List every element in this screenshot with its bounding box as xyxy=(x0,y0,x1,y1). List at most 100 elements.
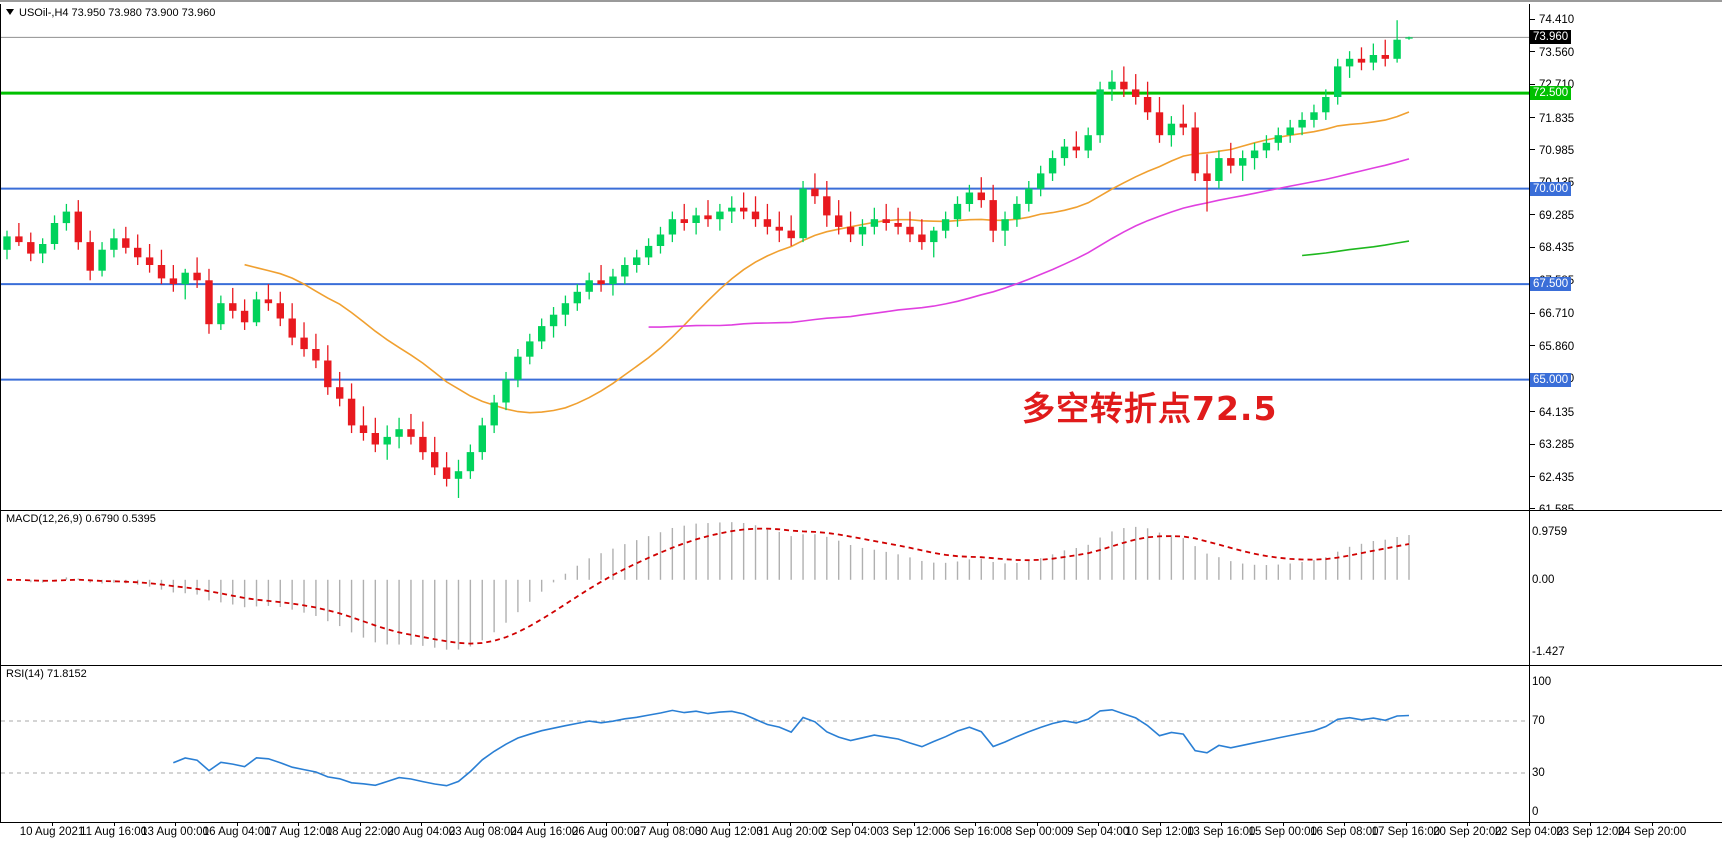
symbol-header[interactable]: USOil-,H4 73.950 73.980 73.900 73.960 xyxy=(6,7,215,20)
price-tick-value: 64.135 xyxy=(1539,406,1575,419)
macd-pane: 0.9759 0.00 -1.427 MACD(12,26,9) 0.6790 0.… xyxy=(0,511,1722,665)
candle-body xyxy=(787,230,795,239)
candle-body xyxy=(823,196,831,216)
candle-body xyxy=(217,303,225,325)
candle-body xyxy=(490,402,498,426)
candle-body xyxy=(300,337,308,350)
time-axis[interactable]: 10 Aug 2021 11 Aug 16:00 13 Aug 00:00 16 Au… xyxy=(0,823,1722,844)
time-tick-label: 16 Sep 08:00 xyxy=(1310,826,1379,838)
candle-body xyxy=(157,265,166,279)
candle-body xyxy=(763,219,772,227)
candle-body xyxy=(930,230,938,243)
time-tick-label: 2 Sep 04:00 xyxy=(820,826,884,838)
price-tick-value: 62.435 xyxy=(1539,471,1575,484)
time-tick-label: 27 Aug 08:00 xyxy=(633,826,702,838)
candle-body xyxy=(573,291,581,304)
ma-magenta-line xyxy=(648,158,1410,328)
candle-body xyxy=(1203,173,1211,181)
candle-body xyxy=(835,215,843,227)
macd-axis[interactable]: 0.9759 0.00 -1.427 xyxy=(1530,511,1722,665)
macd-label: MACD(12,26,9) 0.6790 0.5395 xyxy=(6,513,156,525)
candle-body xyxy=(1274,135,1282,143)
rsi-tick-label: 0 xyxy=(1532,806,1539,818)
candle-body xyxy=(1310,112,1318,120)
price-plot-area[interactable] xyxy=(1,4,1529,510)
time-tick-mark xyxy=(482,823,484,826)
rsi-axis[interactable]: 100 70 30 0 xyxy=(1530,666,1722,822)
price-axis[interactable]: 74.41073.56072.71071.83570.98570.13569.2… xyxy=(1530,4,1722,516)
time-tick-mark xyxy=(605,823,607,826)
candle-body xyxy=(894,223,902,227)
candle-body xyxy=(1048,158,1057,174)
time-tick-mark xyxy=(1652,823,1653,826)
candle-body xyxy=(728,207,736,212)
price-tick-value: 68.435 xyxy=(1539,242,1575,255)
chart-annotation: 多空转折点72.5 xyxy=(1022,389,1278,428)
time-tick-label: 9 Sep 04:00 xyxy=(1067,826,1130,838)
rsi-plot-area[interactable] xyxy=(1,666,1529,822)
candle-body xyxy=(811,188,819,197)
time-tick-mark xyxy=(852,823,853,826)
price-tick-label: 62.435 xyxy=(1530,472,1574,484)
candle-body xyxy=(953,203,962,220)
macd-left-border xyxy=(0,511,1,665)
candle-body xyxy=(324,360,332,388)
time-tick-label: 13 Aug 00:00 xyxy=(141,826,209,838)
candle-body xyxy=(454,471,463,479)
rsi-left-border xyxy=(0,666,1,822)
time-tick-label: 13 Sep 16:00 xyxy=(1187,826,1256,838)
candle-body xyxy=(1179,123,1187,128)
time-tick-mark xyxy=(1221,823,1223,826)
time-tick-label: 17 Aug 12:00 xyxy=(264,826,333,838)
price-tick-label: 70.985 xyxy=(1530,145,1574,157)
candle-body xyxy=(1381,55,1389,59)
price-level-label: 72.500 xyxy=(1530,86,1572,101)
candle-body xyxy=(633,257,641,265)
candle-body xyxy=(680,219,688,223)
candle-body xyxy=(466,452,475,472)
macd-tick-label: 0.9759 xyxy=(1532,526,1568,538)
time-tick-mark xyxy=(728,823,730,826)
candle-body xyxy=(526,341,534,357)
rsi-tick-label: 70 xyxy=(1532,715,1545,727)
candle-body xyxy=(1120,81,1128,90)
symbol-header-text: USOil-,H4 73.950 73.980 73.900 73.960 xyxy=(19,7,216,19)
macd-plot-area[interactable] xyxy=(1,511,1529,665)
time-tick-label: 26 Aug 00:00 xyxy=(571,826,640,838)
triangle-down-icon[interactable] xyxy=(6,9,14,16)
candle-body xyxy=(383,436,391,445)
candle-body xyxy=(122,238,130,248)
time-tick-mark xyxy=(790,823,792,826)
window-top-strip xyxy=(0,0,1722,4)
price-pane: 74.41073.56072.71071.83570.98570.13569.2… xyxy=(0,4,1722,516)
price-tick-value: 70.985 xyxy=(1539,145,1575,158)
candle-body xyxy=(39,244,47,254)
candle-body xyxy=(407,429,415,437)
candle-body xyxy=(419,436,427,453)
time-tick-label: 24 Sep 20:00 xyxy=(1617,826,1687,838)
candle-body xyxy=(621,265,629,277)
candle-body xyxy=(264,299,273,304)
time-tick-label: 23 Sep 12:00 xyxy=(1556,826,1625,838)
candle-body xyxy=(965,192,974,204)
macd-signal-line xyxy=(6,527,1410,645)
time-tick-mark xyxy=(359,823,361,826)
candle-body xyxy=(549,314,558,327)
time-tick-mark xyxy=(421,823,423,826)
candle-body xyxy=(229,303,237,311)
macd-chart-svg xyxy=(6,522,1410,650)
time-tick-mark xyxy=(1405,823,1407,826)
candle-body xyxy=(431,452,439,468)
candle-body xyxy=(240,310,249,323)
candle-body xyxy=(193,272,201,281)
candle-body xyxy=(989,200,997,231)
time-tick-label: 30 Aug 12:00 xyxy=(695,826,763,838)
candle-body xyxy=(740,207,748,212)
candle-body xyxy=(181,272,189,285)
candle-body xyxy=(1072,146,1080,151)
candle-body xyxy=(1037,173,1045,189)
time-tick-label: 17 Sep 16:00 xyxy=(1371,826,1441,838)
candle-body xyxy=(1143,97,1152,113)
rsi-axis-border xyxy=(1529,666,1530,822)
candle-body xyxy=(656,234,665,246)
